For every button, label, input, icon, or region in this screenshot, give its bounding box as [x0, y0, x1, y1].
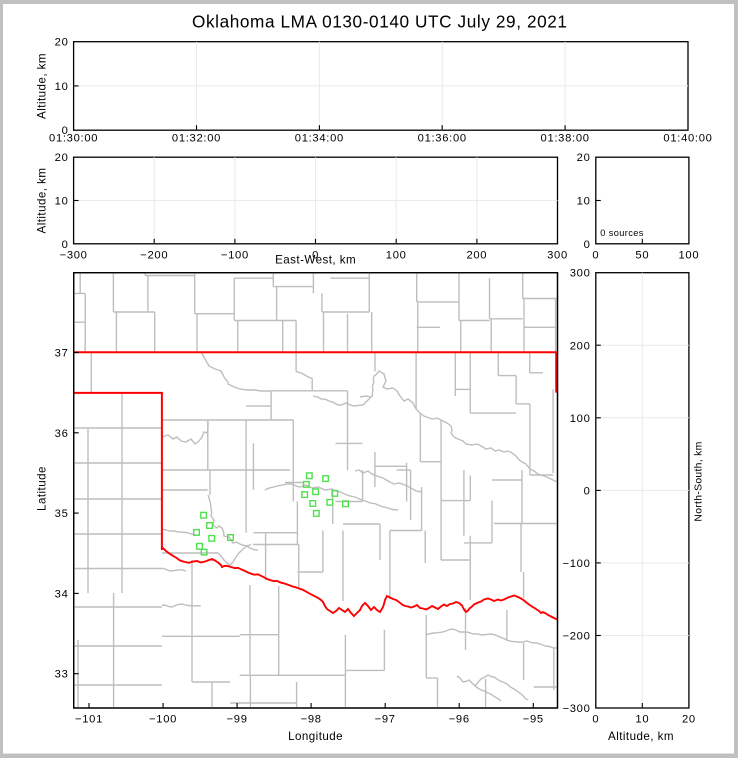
svg-text:20: 20 [55, 37, 69, 49]
svg-text:Oklahoma LMA 0130-0140 UTC Jul: Oklahoma LMA 0130-0140 UTC July 29, 2021 [192, 12, 568, 32]
svg-text:0: 0 [584, 239, 591, 251]
svg-text:Altitude, km: Altitude, km [35, 53, 48, 119]
svg-text:−97: −97 [375, 714, 396, 726]
svg-text:10: 10 [55, 196, 69, 208]
svg-text:0: 0 [592, 250, 599, 262]
svg-text:10: 10 [55, 81, 69, 93]
svg-text:300: 300 [570, 268, 591, 280]
svg-text:100: 100 [679, 250, 700, 262]
svg-text:−101: −101 [75, 714, 103, 726]
svg-text:Altitude, km: Altitude, km [608, 730, 674, 743]
svg-text:37: 37 [55, 348, 69, 360]
svg-text:Longitude: Longitude [288, 730, 343, 743]
svg-text:Latitude: Latitude [35, 466, 48, 511]
svg-text:East-West, km: East-West, km [275, 254, 356, 267]
svg-text:100: 100 [386, 250, 407, 262]
svg-text:0 sources: 0 sources [600, 228, 643, 238]
svg-text:01:34:00: 01:34:00 [295, 133, 344, 145]
svg-text:300: 300 [547, 250, 568, 262]
svg-text:−99: −99 [227, 714, 248, 726]
svg-text:100: 100 [570, 413, 591, 425]
svg-text:01:38:00: 01:38:00 [541, 133, 590, 145]
svg-text:01:32:00: 01:32:00 [172, 133, 221, 145]
svg-text:−95: −95 [523, 714, 544, 726]
svg-text:34: 34 [55, 588, 69, 600]
svg-text:01:36:00: 01:36:00 [418, 133, 467, 145]
svg-text:33: 33 [55, 669, 69, 681]
svg-text:Altitude, km: Altitude, km [35, 168, 48, 234]
svg-text:−100: −100 [221, 250, 249, 262]
svg-text:200: 200 [570, 340, 591, 352]
svg-text:01:30:00: 01:30:00 [49, 133, 98, 145]
svg-text:−98: −98 [301, 714, 322, 726]
svg-text:200: 200 [466, 250, 487, 262]
svg-text:−96: −96 [449, 714, 470, 726]
svg-text:01:40:00: 01:40:00 [663, 133, 712, 145]
svg-text:−300: −300 [60, 250, 88, 262]
svg-text:−300: −300 [563, 703, 591, 715]
svg-text:50: 50 [635, 250, 649, 262]
svg-text:0: 0 [312, 250, 319, 262]
svg-text:20: 20 [55, 152, 69, 164]
svg-text:10: 10 [577, 196, 591, 208]
svg-text:−100: −100 [149, 714, 177, 726]
svg-text:−200: −200 [563, 630, 591, 642]
svg-text:10: 10 [635, 714, 649, 726]
svg-text:North-South, km: North-South, km [694, 441, 705, 521]
svg-text:20: 20 [577, 152, 591, 164]
svg-text:0: 0 [584, 485, 591, 497]
svg-text:0: 0 [592, 714, 599, 726]
svg-text:0: 0 [62, 239, 69, 251]
svg-text:35: 35 [55, 508, 69, 520]
svg-text:0: 0 [62, 125, 69, 137]
svg-text:−200: −200 [140, 250, 168, 262]
svg-text:20: 20 [682, 714, 696, 726]
svg-text:36: 36 [55, 428, 69, 440]
svg-text:−100: −100 [563, 558, 591, 570]
